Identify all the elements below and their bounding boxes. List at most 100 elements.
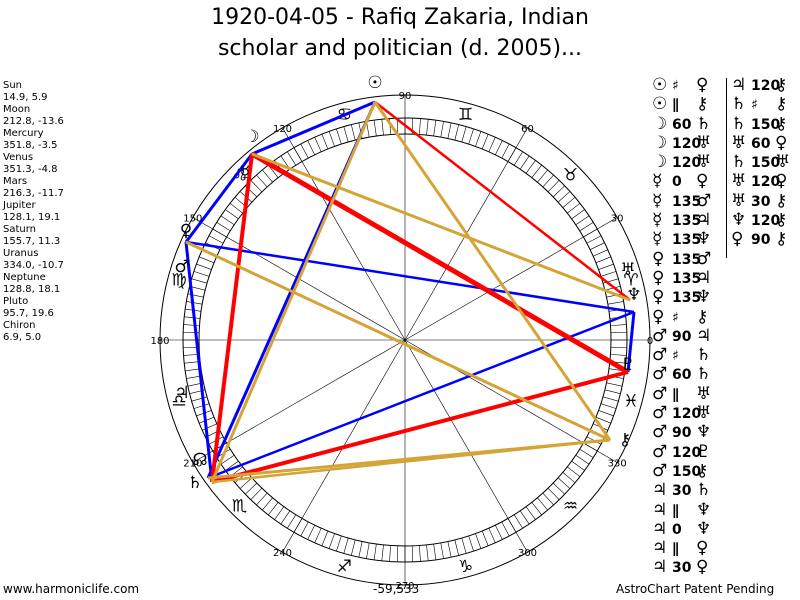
aspect-planet-b: ♂ (696, 248, 712, 269)
planet-glyph: ☉ (367, 73, 382, 93)
aspect-planet-b: ♄ (696, 364, 712, 385)
aspect-type: ∥ (672, 386, 679, 403)
degree-tick (225, 460, 239, 471)
aspect-planet-b: ♃ (696, 210, 712, 231)
degree-tick (262, 169, 273, 183)
degree-tick (475, 131, 482, 147)
degree-tick (598, 263, 614, 270)
degree-tick (186, 301, 203, 305)
aspect-line-blue (184, 153, 254, 243)
planet-glyph: ♀ (180, 221, 192, 241)
aspect-type: 150 (751, 116, 781, 133)
aspect-line-blue (207, 310, 635, 480)
degree-tick (300, 521, 309, 537)
aspect-planet-a: ☿ (652, 171, 663, 192)
aspect-planet-a: ♄ (731, 152, 747, 173)
degree-tick (426, 119, 429, 136)
aspect-planet-a: ♅ (731, 190, 747, 211)
planet-glyph: ⚷ (619, 430, 631, 450)
planet-name: Jupiter (3, 200, 36, 211)
aspect-row: ☽ 60 ♄ (652, 114, 716, 134)
degree-tick (358, 541, 363, 558)
degree-tick (571, 460, 585, 471)
aspect-row: ♂ 90 ♆ (652, 423, 716, 442)
degree-tick (525, 506, 536, 520)
aspect-row: ♀ 135♃ (652, 267, 716, 288)
aspect-row: ♂ 120♅ (652, 404, 716, 423)
aspect-planet-a: ♀ (652, 267, 665, 288)
degree-tick (468, 535, 474, 552)
aspect-planet-b: ♂ (696, 190, 712, 211)
aspect-planet-a: ☿ (652, 210, 663, 231)
aspect-planet-a: ☽ (652, 132, 668, 153)
degree-tick (481, 134, 489, 150)
aspect-planet-b: ♀ (696, 557, 709, 578)
aspect-planet-b: ♃ (696, 325, 712, 346)
aspect-planet-b: ♆ (696, 499, 712, 520)
aspect-planet-b: ⚷ (775, 190, 788, 211)
degree-tick (513, 151, 523, 166)
aspect-planet-b: ♄ (696, 345, 712, 366)
degree-tick (208, 235, 224, 244)
aspect-planet-a: ☿ (652, 190, 663, 211)
aspect-planet-b: ⚷ (775, 75, 788, 95)
aspect-planet-b: ♅ (696, 132, 712, 153)
degree-label: 60 (521, 124, 534, 135)
degree-tick (196, 263, 212, 270)
planet-name: Neptune (3, 272, 46, 283)
aspect-type: 135 (672, 270, 702, 287)
degree-tick (461, 126, 467, 143)
planet-glyph: ♃ (174, 383, 189, 403)
degree-label: 300 (518, 548, 537, 559)
aspect-planet-b: ⚷ (696, 460, 709, 481)
degree-tick (373, 543, 377, 560)
degree-tick (547, 180, 560, 193)
degree-tick (519, 155, 530, 170)
aspect-planet-a: ♂ (652, 422, 668, 443)
degree-tick (562, 472, 576, 483)
degree-tick (475, 533, 482, 549)
degree-tick (579, 222, 594, 232)
degree-tick (454, 124, 459, 141)
degree-tick (557, 191, 571, 203)
aspect-planet-a: ♂ (652, 364, 668, 385)
degree-tick (321, 530, 329, 546)
division-line (404, 217, 618, 341)
aspect-type: 60 (751, 135, 771, 152)
aspect-planet-a: ♂ (652, 345, 668, 366)
degree-tick (256, 174, 268, 188)
aspect-row: ☿ 135♆ (652, 230, 716, 249)
degree-tick (557, 477, 571, 489)
degree-tick (519, 510, 530, 525)
degree-label: 270 (395, 581, 414, 592)
chart-title-line1: 1920-04-05 - Rafiq Zakaria, Indian (211, 5, 589, 30)
aspect-row: ♃ 0 ♆ (652, 519, 716, 539)
aspect-planet-a: ♂ (652, 460, 668, 481)
aspect-planet-a: ♃ (652, 499, 668, 520)
degree-tick (328, 131, 335, 147)
aspect-type: 60 (672, 116, 692, 133)
aspect-type: ∥ (672, 541, 679, 558)
degree-tick (586, 235, 602, 244)
chart-title-line2: scholar and politician (d. 2005)... (217, 36, 583, 61)
aspect-planet-b: ⚷ (775, 113, 788, 134)
degree-tick (571, 209, 585, 220)
zodiac-sign-glyph: ♑ (458, 557, 473, 577)
degree-tick (321, 134, 329, 150)
degree-tick (604, 286, 621, 291)
degree-tick (537, 497, 548, 511)
aspect-type: ♯ (672, 78, 679, 94)
planet-name: Moon (3, 104, 31, 115)
aspect-planet-b: ♅ (696, 383, 712, 404)
degree-tick (193, 403, 210, 409)
aspect-planet-a: ♂ (652, 441, 668, 462)
aspect-type: 135 (672, 193, 702, 210)
aspect-row: ♀ 135♂ (652, 248, 716, 269)
planet-coordinates: 212.8, -13.6 (3, 116, 64, 127)
degree-tick (262, 497, 273, 511)
degree-tick (607, 301, 624, 305)
degree-tick (426, 544, 429, 561)
website-link[interactable]: www.harmoniclife.com (3, 582, 140, 596)
aspect-planet-a: ♂ (652, 403, 668, 424)
